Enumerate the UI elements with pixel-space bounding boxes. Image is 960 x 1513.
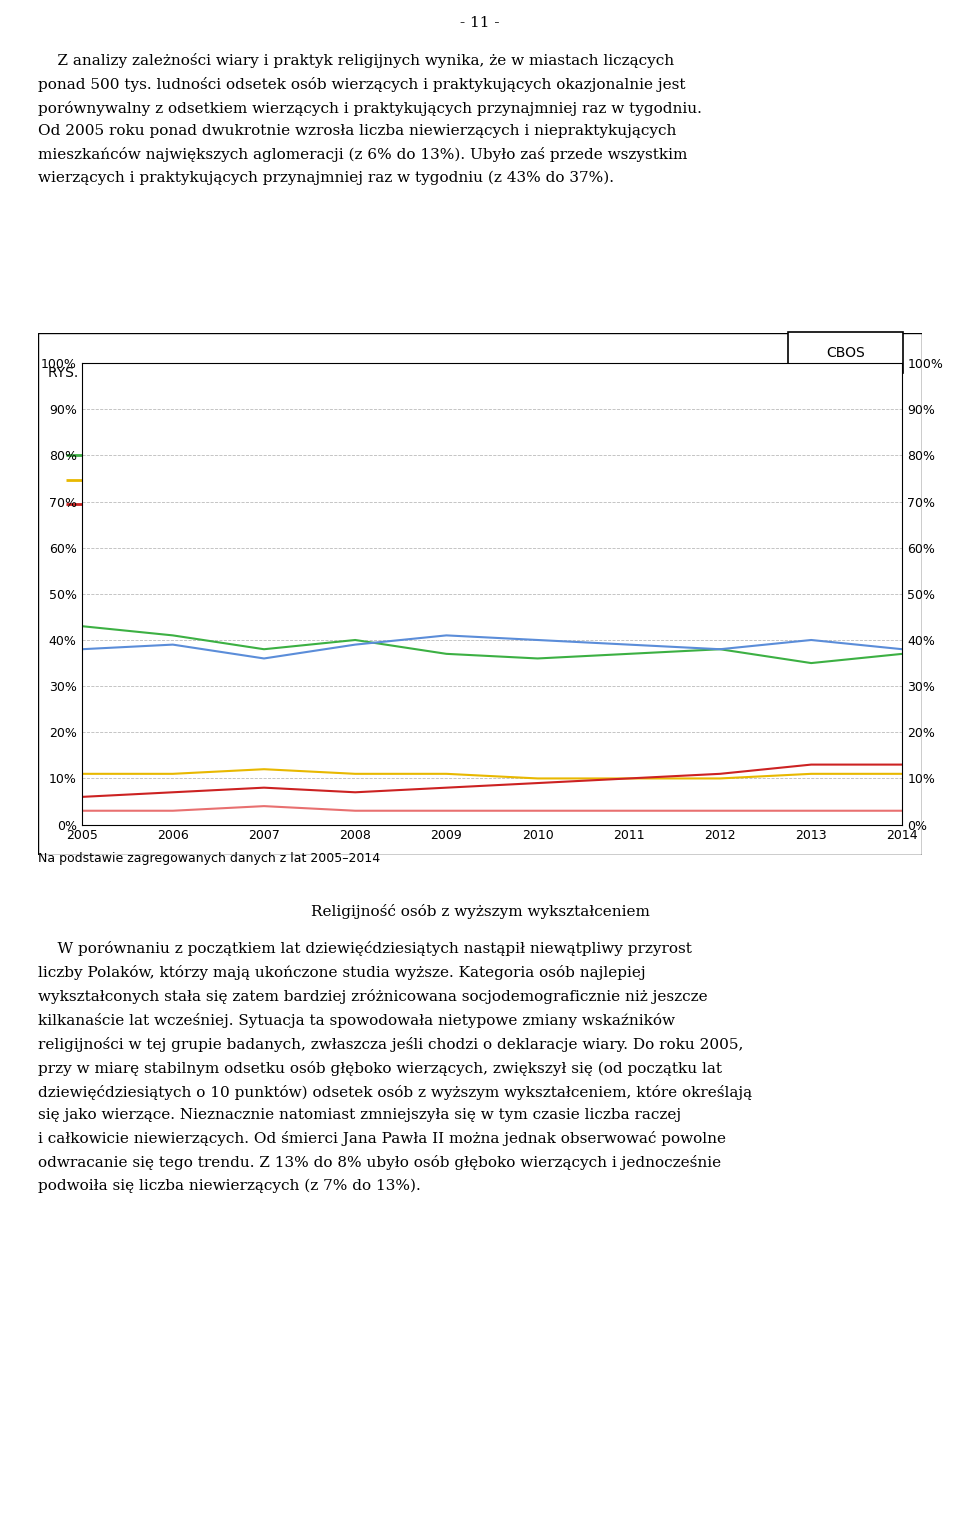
FancyBboxPatch shape	[787, 333, 902, 372]
Text: Na podstawie zagregowanych danych z lat 2005–2014: Na podstawie zagregowanych danych z lat …	[38, 852, 380, 865]
Text: Niewierzący i niepraktykujący: Niewierzący i niepraktykujący	[112, 498, 295, 510]
Text: CBOS: CBOS	[826, 345, 865, 360]
Text: DEKLARACJE WIARY I PRAKTYK RELIGIJNYCH MIESZKAŃCÓW: DEKLARACJE WIARY I PRAKTYK RELIGIJNYCH M…	[101, 366, 570, 383]
Text: W porównaniu z początkiem lat dziewięćdziesiątych nastąpił niewątpliwy przyrost
: W porównaniu z początkiem lat dziewięćdz…	[38, 941, 753, 1194]
Text: Wierzący i praktykujący nieregularnie: Wierzący i praktykujący nieregularnie	[524, 449, 755, 461]
Text: Wierzący i praktykujący regularnie: Wierzący i praktykujący regularnie	[112, 449, 324, 461]
Text: Religijność osób z wyższym wykształceniem: Religijność osób z wyższym wykształcenie…	[311, 905, 649, 918]
Text: NAJWIĘKSZYCH MIAST: NAJWIĘKSZYCH MIAST	[101, 416, 275, 430]
FancyBboxPatch shape	[38, 333, 922, 855]
Text: Z analizy zależności wiary i praktyk religijnych wynika, że w miastach liczących: Z analizy zależności wiary i praktyk rel…	[38, 53, 703, 185]
Text: RYS. 11.: RYS. 11.	[48, 366, 109, 380]
Text: - 11 -: - 11 -	[460, 15, 500, 30]
Text: Niewierzący i praktykujący: Niewierzący i praktykujący	[524, 474, 688, 486]
Text: Wierzący i niepraktykujący: Wierzący i niepraktykujący	[112, 474, 276, 486]
